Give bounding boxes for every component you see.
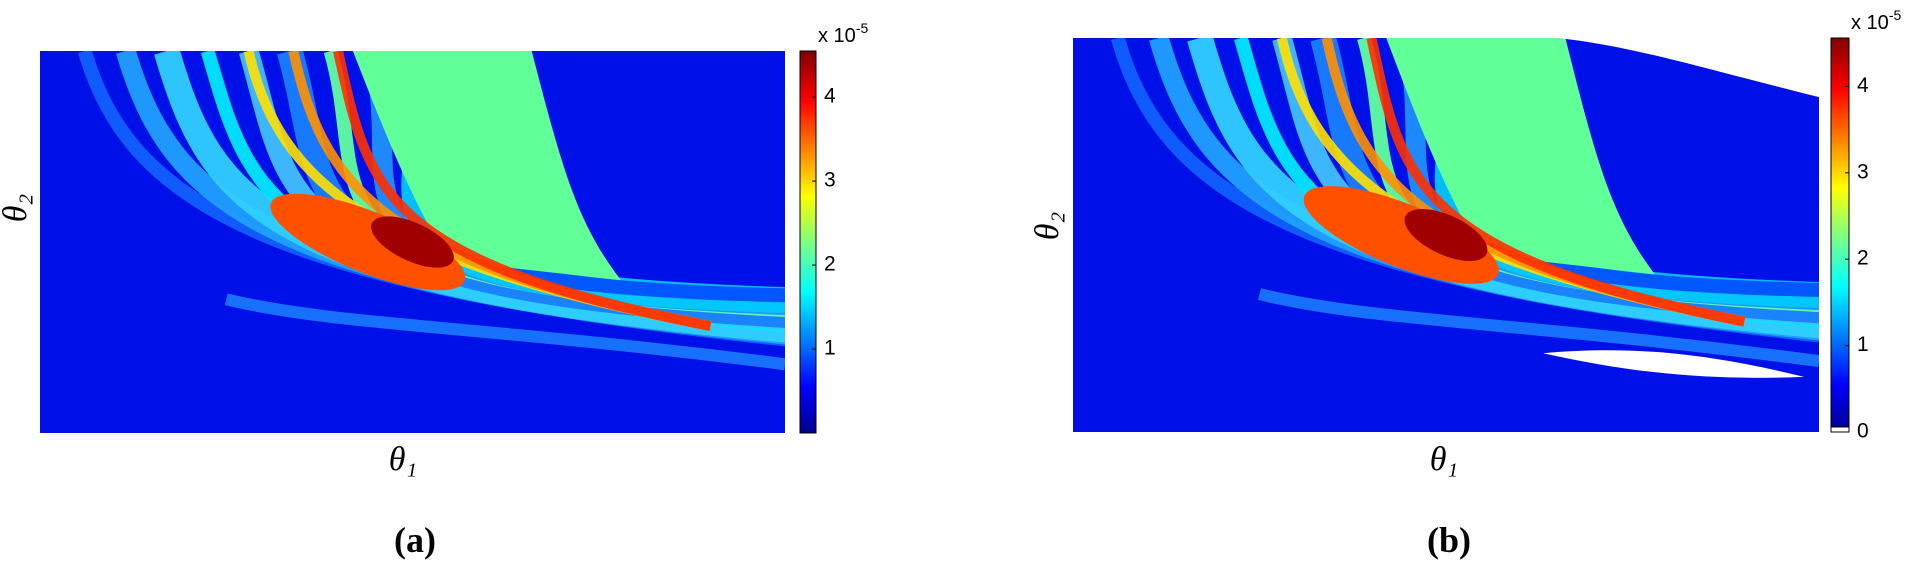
colorbar-exponent-label: x 10-5 <box>818 20 868 47</box>
colorbar-label: x 10 <box>1851 12 1889 34</box>
heatmap-band <box>333 51 712 331</box>
y-axis-label: θ₂ <box>0 194 34 223</box>
colorbar-exponent: -5 <box>1889 7 1902 23</box>
colorbar-tick-label: 1 <box>824 337 836 360</box>
panel-label: (b) <box>1427 520 1471 560</box>
heatmap <box>1073 38 1819 432</box>
colorbar-zero <box>1830 426 1850 433</box>
x-axis-label: θ₁ <box>1430 441 1459 478</box>
colorbar-tick-label: 2 <box>824 253 836 276</box>
colorbar <box>799 50 817 434</box>
heatmap-region <box>352 51 622 281</box>
heatmap-band <box>1258 288 1819 368</box>
heatmap-peak <box>371 216 454 268</box>
colorbar-tick-label: 4 <box>1857 74 1869 97</box>
missing-region <box>1557 38 1819 98</box>
colorbar-tick-label: 4 <box>824 85 836 108</box>
colorbar-exponent-label: x 10-5 <box>1851 7 1901 34</box>
heatmap-band <box>224 293 785 371</box>
heatmap <box>40 51 785 433</box>
x-axis-label: θ₁ <box>389 441 418 478</box>
heatmap-peak <box>270 193 466 291</box>
heatmap-region <box>1386 38 1655 275</box>
colorbar-exponent: -5 <box>856 20 869 36</box>
missing-region <box>1542 350 1805 378</box>
heatmap-peak <box>1404 208 1488 262</box>
colorbar-tick-label: 3 <box>1857 160 1869 183</box>
colorbar-tick-label: 0 <box>1857 420 1869 443</box>
colorbar-label: x 10 <box>818 25 856 47</box>
colorbar <box>1830 37 1850 433</box>
heatmap-band <box>1366 38 1746 327</box>
panel-label: (a) <box>394 520 436 560</box>
y-axis-label: θ₂ <box>1029 212 1066 241</box>
colorbar-tick-label: 2 <box>1857 247 1869 270</box>
colorbar-tick-label: 3 <box>824 169 836 192</box>
heatmap-peak <box>1303 186 1499 284</box>
colorbar-tick-label: 1 <box>1857 333 1869 356</box>
